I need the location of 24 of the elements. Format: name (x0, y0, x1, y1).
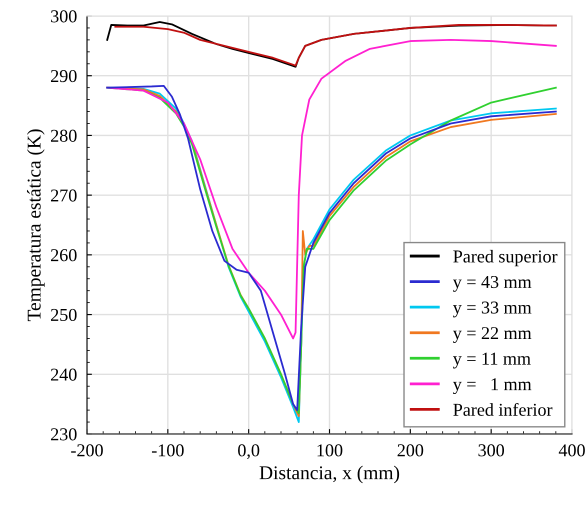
legend-label: Pared inferior (453, 403, 552, 416)
x-tick-label: 200 (398, 444, 424, 456)
y-tick-label: 270 (50, 189, 77, 202)
y-axis-title: Temperatura estática (K) (26, 129, 45, 322)
legend-label: y = 1 mm (452, 378, 532, 394)
x-tick-label: 300 (478, 444, 504, 456)
y-tick-label: 300 (51, 10, 77, 22)
y-tick-label: 280 (50, 130, 77, 142)
x-tick-label: 100 (318, 444, 342, 456)
y-tick-label: 230 (50, 428, 77, 440)
y-tick-label: 290 (50, 70, 77, 82)
y-tick-label: 250 (50, 308, 77, 322)
legend-label: y = 22 mm (452, 327, 532, 343)
x-tick-label: -100 (152, 444, 184, 456)
legend-label: y = 43 mm (452, 276, 532, 292)
legend-label: y = 11 mm (452, 352, 531, 368)
x-tick-label: -200 (71, 444, 103, 456)
x-tick-label: 0,0 (238, 444, 260, 460)
y-tick-label: 240 (50, 368, 77, 381)
x-tick-label: 400 (558, 444, 585, 456)
x-axis-title: Distancia, x (mm) (260, 466, 400, 484)
legend-label: y = 33 mm (452, 302, 532, 318)
y-tick-label: 260 (50, 249, 77, 262)
legend-label: Pared superior (453, 250, 558, 266)
